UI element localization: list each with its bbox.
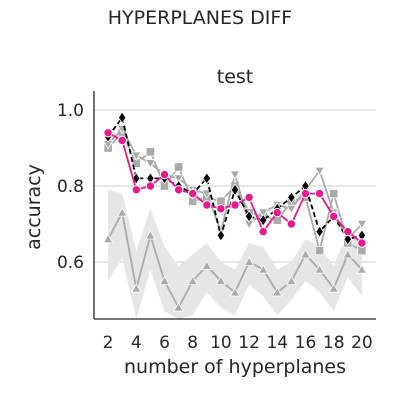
series-3-point-15 — [314, 264, 325, 274]
series-3-point-7 — [201, 260, 213, 270]
series-0-point-10 — [244, 210, 254, 223]
series-4-point-18 — [357, 238, 367, 248]
series-2-point-13 — [286, 204, 297, 215]
series-1-point-3 — [145, 147, 155, 157]
series-4-point-10 — [244, 192, 254, 203]
series-3-point-9 — [229, 286, 241, 297]
series-0-point-11 — [258, 213, 268, 227]
series-4-point-12 — [272, 207, 282, 218]
y-tick-label-0: 0.6 — [57, 253, 84, 273]
series-2-point-15 — [314, 166, 325, 177]
series-1-point-5 — [173, 162, 184, 172]
series-3-point-18 — [356, 264, 368, 274]
series-3 — [102, 207, 368, 312]
series-2-point-3 — [145, 159, 156, 169]
series-3-point-2 — [131, 283, 142, 293]
series-2-point-2 — [131, 151, 142, 162]
series-4-point-11 — [258, 226, 268, 237]
x-tick-label-9: 20 — [351, 333, 373, 353]
series-3-point-5 — [173, 302, 184, 312]
series-4-point-0 — [103, 128, 113, 138]
series-3-point-16 — [328, 283, 339, 293]
series-3-point-4 — [159, 275, 170, 286]
series-4-point-13 — [286, 219, 297, 229]
series-0-point-13 — [287, 191, 296, 204]
x-tick-label-1: 4 — [131, 333, 142, 353]
series-3-point-17 — [342, 248, 354, 259]
x-tick-label-6: 14 — [266, 333, 288, 353]
series-1-point-16 — [329, 188, 339, 199]
series-3-point-1 — [116, 207, 128, 217]
series-0-point-7 — [202, 172, 212, 185]
series-2-point-9 — [229, 170, 241, 181]
x-tick-label-3: 8 — [187, 333, 198, 353]
y-tick-label-1: 0.8 — [57, 177, 84, 197]
series-3-point-10 — [243, 256, 255, 267]
series-3-point-11 — [257, 264, 269, 274]
series-3-point-6 — [187, 275, 198, 286]
series-0-point-8 — [216, 229, 226, 242]
series-3-point-3 — [145, 229, 156, 240]
series-3-point-8 — [215, 275, 227, 286]
series-1-point-15 — [314, 245, 325, 256]
series-2-point-18 — [356, 219, 368, 230]
tick-labels: 2 4 6 8 10 12 14 16 18 20 0.6 0.8 1.0 — [57, 101, 373, 353]
chart-title: test — [217, 66, 254, 88]
series-4-point-2 — [131, 185, 142, 195]
series-4-point-1 — [117, 135, 127, 146]
x-tick-label-8: 18 — [323, 333, 345, 353]
series-4 — [103, 128, 367, 248]
x-tick-label-5: 12 — [238, 333, 260, 353]
series-4-point-14 — [300, 188, 311, 199]
series-4-point-4 — [159, 169, 170, 180]
series-0-point-17 — [343, 232, 353, 246]
series-group — [102, 111, 368, 312]
series-4-point-5 — [173, 185, 184, 195]
series-2-point-7 — [201, 189, 213, 200]
series-4-point-16 — [329, 211, 339, 222]
band-area — [108, 189, 362, 319]
chart-suptitle: HYPERPLANES DIFF — [108, 7, 292, 29]
series-4-point-9 — [230, 200, 240, 210]
series-3-point-14 — [300, 248, 311, 259]
axes — [93, 91, 376, 320]
x-tick-label-0: 2 — [103, 333, 114, 353]
series-4-point-7 — [202, 200, 212, 210]
series-3-point-0 — [102, 233, 114, 244]
y-tick-label-2: 1.0 — [57, 101, 84, 121]
y-axis-label: accuracy — [23, 164, 45, 250]
series-2-point-5 — [173, 174, 184, 184]
confidence-band — [108, 189, 362, 319]
series-0-point-1 — [117, 111, 127, 124]
series-0-point-9 — [230, 183, 240, 197]
series-4-point-6 — [188, 188, 198, 199]
x-tick-label-2: 6 — [159, 333, 170, 353]
series-3-point-12 — [272, 286, 283, 297]
series-4-point-8 — [216, 204, 226, 214]
series-2-point-11 — [257, 208, 269, 219]
x-tick-label-4: 10 — [210, 333, 232, 353]
series-3-point-13 — [286, 275, 297, 286]
series-4-point-3 — [145, 181, 156, 191]
series-4-point-15 — [314, 188, 325, 199]
series-4-point-17 — [343, 226, 353, 237]
x-tick-label-7: 16 — [295, 333, 317, 353]
series-0-point-15 — [315, 225, 324, 238]
series-0-point-2 — [132, 172, 141, 185]
x-axis-label: number of hyperplanes — [124, 356, 346, 378]
